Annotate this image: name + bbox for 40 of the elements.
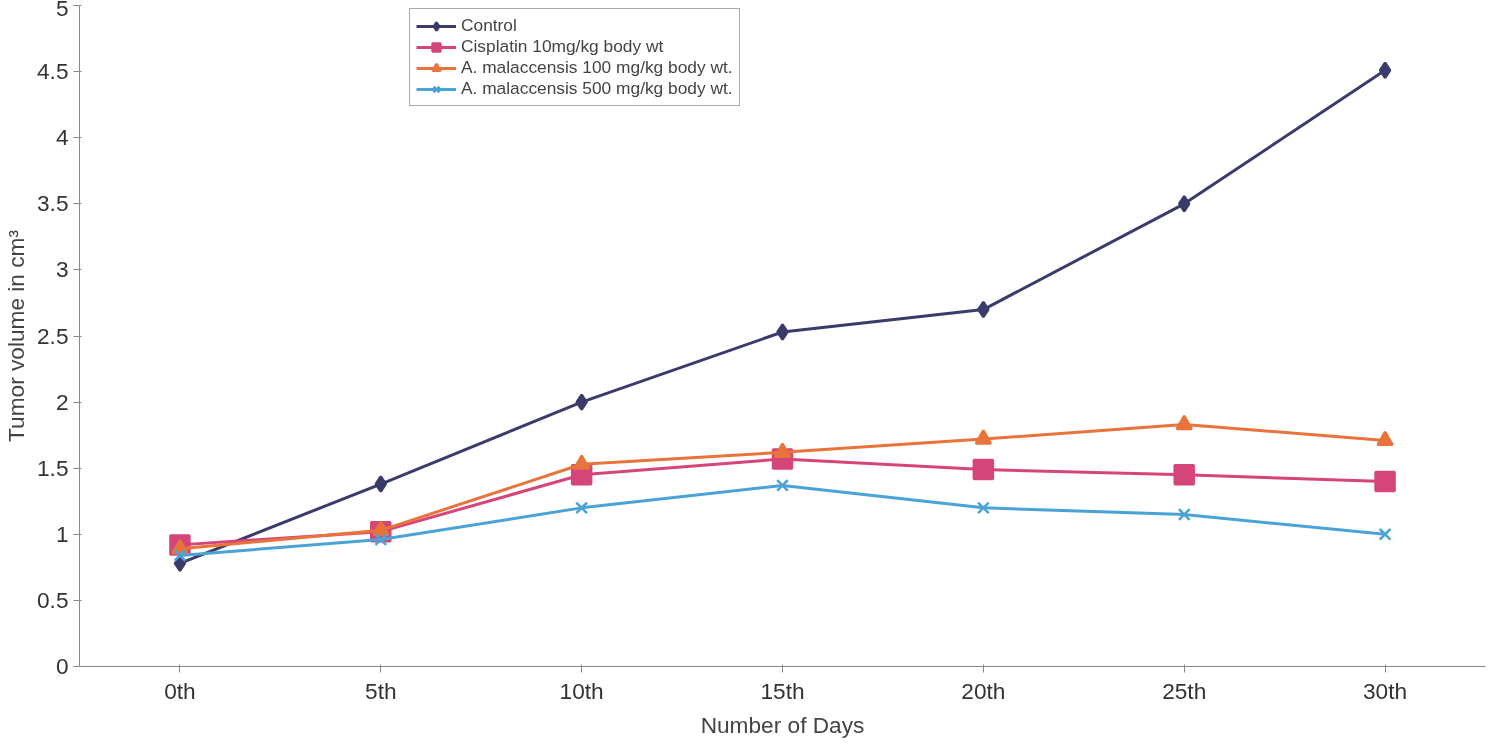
legend-label: Control [461, 15, 517, 36]
y-tick-label: 2.5 [37, 322, 69, 349]
x-tick-label: 0th [164, 677, 196, 704]
x-tick-label: 10th [559, 677, 604, 704]
y-tick-label: 5 [55, 0, 69, 21]
legend-label: A. malaccensis 500 mg/kg body wt. [461, 78, 733, 99]
y-tick-label: 2 [55, 388, 69, 415]
y-tick-label: 3.5 [37, 190, 69, 217]
point [1378, 527, 1392, 541]
y-tick-label: 0.5 [37, 586, 69, 613]
point [1177, 195, 1191, 213]
y-axis-title: Tumor volume in cm³ [3, 229, 29, 442]
legend-label: Cisplatin 10mg/kg body wt [461, 36, 664, 57]
point [972, 458, 995, 481]
y-tick-label: 1.5 [37, 454, 69, 481]
y-tick-label: 0 [55, 653, 69, 679]
point [374, 475, 388, 493]
x-tick-label: 20th [961, 677, 1006, 704]
point [374, 533, 388, 547]
point [575, 393, 588, 411]
point [775, 478, 790, 492]
legend-label: A. malaccensis 100 mg/kg body wt. [461, 57, 733, 78]
y-tick-label: 4.5 [37, 58, 69, 85]
point [976, 501, 990, 515]
x-tick-label: 5th [365, 677, 397, 704]
y-tick-label: 4 [55, 124, 69, 151]
x-tick-label: 15th [760, 677, 805, 704]
x-axis-title: Number of Days [700, 711, 865, 738]
y-tick-label: 3 [55, 256, 69, 283]
point [1177, 507, 1191, 522]
point [575, 501, 589, 515]
point [173, 548, 187, 563]
point [1374, 470, 1396, 493]
y-tick-label: 1 [55, 520, 69, 547]
point [1173, 464, 1195, 486]
point [1378, 61, 1392, 80]
x-tick-label: 25th [1162, 677, 1207, 704]
x-tick-label: 30th [1363, 677, 1408, 704]
point [776, 323, 789, 341]
point [1376, 430, 1394, 447]
